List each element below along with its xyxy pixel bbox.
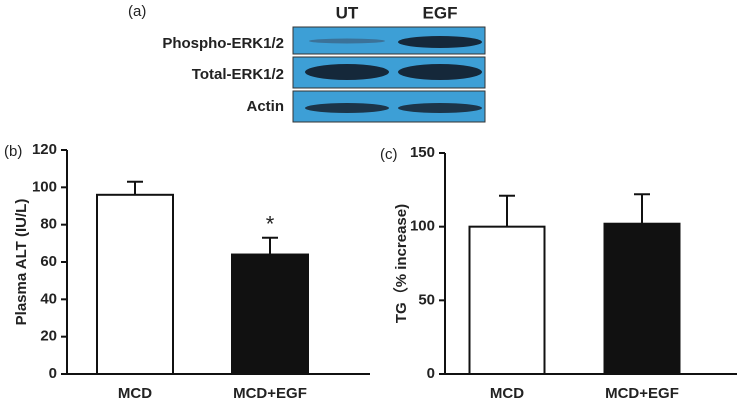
band — [398, 103, 482, 113]
bar — [231, 253, 309, 376]
band — [398, 36, 482, 48]
x-tick-label: MCD — [490, 385, 524, 402]
bar — [603, 222, 681, 375]
bar — [468, 225, 546, 375]
y-axis-label: TG（% increase) — [392, 204, 410, 323]
panel-label: (a) — [128, 3, 146, 20]
y-tick-label: 100 — [32, 178, 57, 195]
x-tick-label: MCD — [118, 385, 152, 402]
y-tick-label: 100 — [410, 218, 435, 235]
band — [305, 103, 389, 113]
y-tick-label: 80 — [40, 216, 57, 233]
band — [305, 64, 389, 80]
y-tick-label: 20 — [40, 328, 57, 345]
row-label: Actin — [247, 98, 285, 115]
y-tick-label: 40 — [40, 290, 57, 307]
lane-label: EGF — [423, 3, 458, 22]
y-tick-label: 0 — [427, 365, 435, 382]
row-label: Total-ERK1/2 — [192, 66, 284, 83]
band — [309, 38, 385, 44]
annotation: * — [266, 212, 275, 237]
y-tick-label: 0 — [49, 365, 57, 382]
y-tick-label: 120 — [32, 141, 57, 158]
panel-label: (c) — [380, 146, 398, 163]
row-label: Phospho-ERK1/2 — [162, 35, 284, 52]
panel-label: (b) — [4, 143, 22, 160]
blot-panel: (a) UT EGF Phospho-ERK1/2 Total-ERK1/2 A… — [128, 3, 486, 123]
band — [398, 64, 482, 80]
lane-label: UT — [336, 3, 359, 22]
y-axis-label: Plasma ALT (IU/L) — [13, 199, 30, 326]
y-tick-label: 50 — [418, 291, 435, 308]
x-tick-label: MCD+EGF — [605, 385, 679, 402]
y-tick-label: 60 — [40, 253, 57, 270]
y-tick-label: 150 — [410, 144, 435, 161]
x-tick-label: MCD+EGF — [233, 385, 307, 402]
bar — [96, 193, 174, 375]
